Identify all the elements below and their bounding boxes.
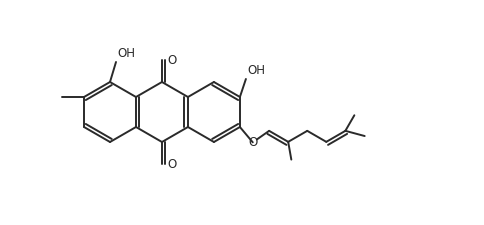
- Text: O: O: [166, 54, 176, 67]
- Text: O: O: [248, 136, 257, 149]
- Text: OH: OH: [246, 64, 264, 77]
- Text: OH: OH: [117, 47, 135, 60]
- Text: O: O: [166, 158, 176, 171]
